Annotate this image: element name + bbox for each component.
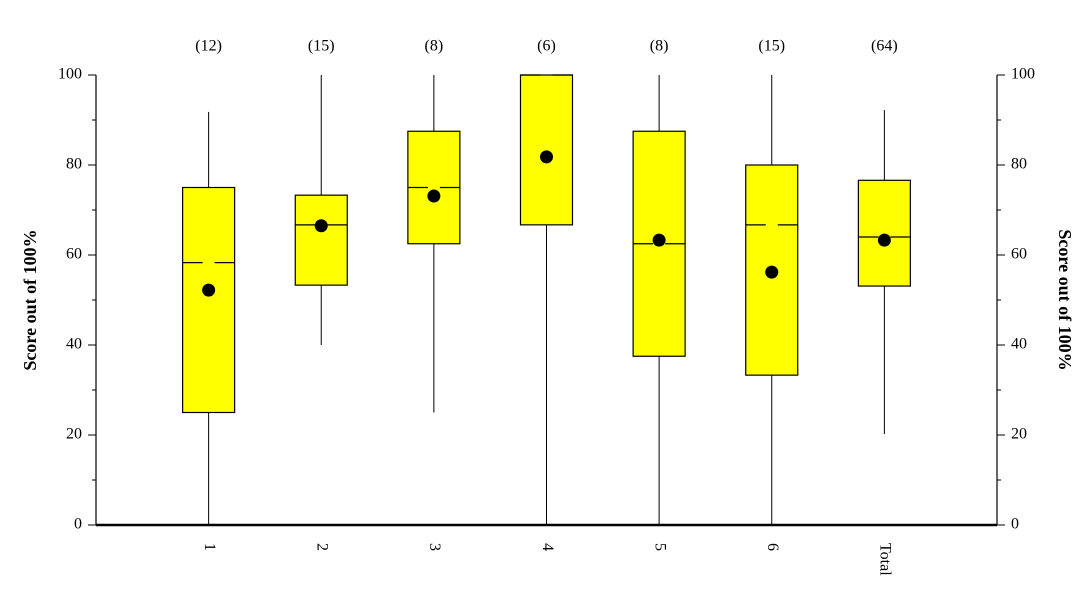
mean-dot <box>877 233 891 247</box>
x-tick-label: 4 <box>539 543 556 551</box>
box <box>857 179 911 287</box>
y-tick-label: 60 <box>66 246 82 263</box>
mean-dot <box>314 219 328 233</box>
mean-dot <box>540 150 553 164</box>
y2-tick-label: 20 <box>1011 426 1027 443</box>
y-axis-title: Score out of 100% <box>20 229 40 370</box>
y-tick-label: 20 <box>66 426 82 443</box>
box <box>182 186 236 414</box>
box <box>294 194 348 286</box>
mean-dot <box>765 265 779 279</box>
y2-axis-title: Score out of 100% <box>1055 229 1075 370</box>
x-tick-label: 1 <box>201 543 218 551</box>
x-tick-label: 2 <box>314 543 331 551</box>
x-tick-label: 3 <box>426 543 443 551</box>
y-tick-label: 100 <box>58 66 82 83</box>
count-label: (12) <box>195 38 222 55</box>
count-label: (15) <box>308 38 335 55</box>
y-tick-label: 40 <box>66 336 82 353</box>
box <box>519 74 574 226</box>
mean-dot <box>202 283 216 297</box>
x-tick-label: 5 <box>651 543 668 551</box>
y2-tick-label: 80 <box>1011 156 1027 173</box>
y2-tick-label: 100 <box>1011 66 1035 83</box>
y2-tick-label: 60 <box>1011 246 1027 263</box>
mean-dot <box>652 233 666 247</box>
y2-tick-label: 0 <box>1011 516 1019 533</box>
x-tick-label: Total <box>877 543 894 576</box>
count-label: (15) <box>758 38 785 55</box>
count-label: (64) <box>871 38 898 55</box>
y2-tick-label: 40 <box>1011 336 1027 353</box>
count-label: (8) <box>650 38 669 55</box>
count-label: (8) <box>425 38 444 55</box>
x-tick-label: 6 <box>764 543 781 551</box>
y-tick-label: 0 <box>74 516 82 533</box>
count-label: (6) <box>537 38 556 55</box>
y-tick-label: 80 <box>66 156 82 173</box>
mean-dot <box>427 189 441 203</box>
